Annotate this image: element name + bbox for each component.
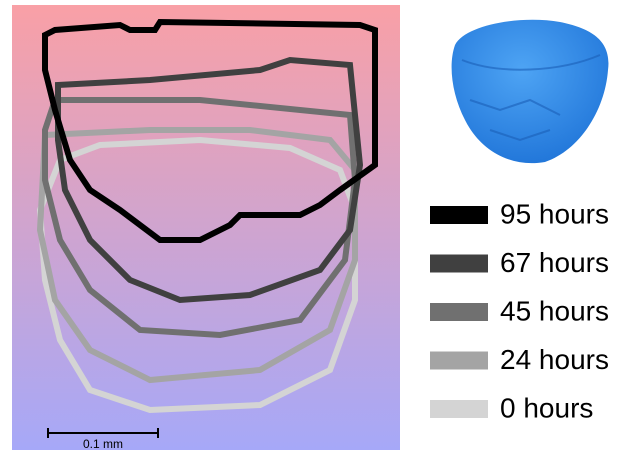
legend-swatch [430,254,488,273]
3d-render [451,19,609,164]
legend-label: 67 hours [500,247,609,278]
legend-label: 24 hours [500,344,609,375]
legend-swatch [430,206,488,224]
contour-24h [36,127,358,384]
legend-swatch [430,400,488,418]
scale-bar: 0.1 mm [47,428,159,451]
legend-label: 0 hours [500,392,593,423]
contour-95h [42,18,378,243]
legend-label: 95 hours [500,198,609,229]
scale-label: 0.1 mm [83,437,123,451]
legend-label: 45 hours [500,295,609,326]
legend-swatch [430,351,488,370]
image-panel [12,5,400,450]
legend-swatch [430,303,488,321]
legend: 95 hours 67 hours 45 hours 24 hours 0 hours [430,198,609,423]
contour-67h [55,56,364,304]
contour-45h [42,97,359,339]
